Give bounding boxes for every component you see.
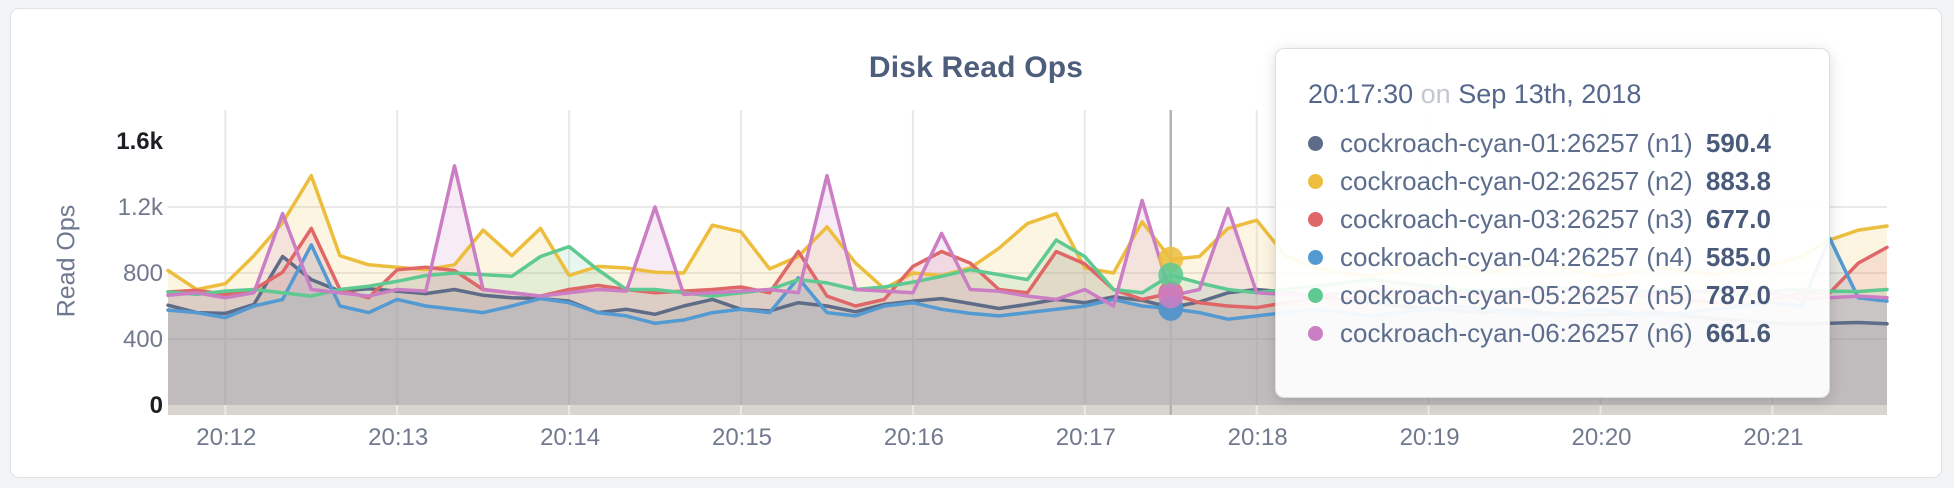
tooltip-series-value: 677.0 bbox=[1705, 203, 1771, 234]
tooltip-series-label: cockroach-cyan-02:26257 (n2) bbox=[1340, 165, 1693, 196]
tooltip-row: cockroach-cyan-04:26257 (n4) 585.0 bbox=[1306, 238, 1799, 276]
tooltip-row: cockroach-cyan-05:26257 (n5) 787.0 bbox=[1306, 276, 1799, 314]
hover-dot-n6 bbox=[1158, 283, 1184, 309]
series-color-dot-icon bbox=[1308, 211, 1323, 227]
y-tick-1.2k: 1.2k bbox=[117, 194, 163, 221]
x-tick-20:21: 20:21 bbox=[1743, 424, 1804, 451]
x-tick-20:20: 20:20 bbox=[1571, 424, 1632, 451]
tooltip-series-label: cockroach-cyan-06:26257 (n6) bbox=[1340, 317, 1693, 348]
y-tick-0: 0 bbox=[149, 392, 163, 419]
tooltip-series-label: cockroach-cyan-01:26257 (n1) bbox=[1340, 127, 1693, 158]
x-tick-20:16: 20:16 bbox=[883, 424, 944, 451]
hover-dot-n5 bbox=[1158, 262, 1184, 288]
y-tick-400: 400 bbox=[122, 326, 163, 353]
tooltip-row: cockroach-cyan-03:26257 (n3) 677.0 bbox=[1306, 200, 1799, 238]
tooltip-row: cockroach-cyan-02:26257 (n2) 883.8 bbox=[1306, 162, 1799, 200]
chart-title: Disk Read Ops bbox=[868, 51, 1084, 84]
tooltip-series-value: 661.6 bbox=[1705, 317, 1771, 348]
x-axis-strip bbox=[168, 405, 1887, 415]
tooltip-series-value: 585.0 bbox=[1705, 241, 1771, 272]
tooltip-series-value: 787.0 bbox=[1705, 279, 1771, 310]
tooltip-series-label: cockroach-cyan-03:26257 (n3) bbox=[1340, 203, 1693, 234]
series-color-dot-icon bbox=[1308, 287, 1323, 303]
x-tick-20:14: 20:14 bbox=[540, 424, 601, 451]
x-tick-20:13: 20:13 bbox=[368, 424, 429, 451]
tooltip-date: Sep 13th, 2018 bbox=[1458, 79, 1642, 109]
series-color-dot-icon bbox=[1308, 249, 1323, 265]
series-color-dot-icon bbox=[1308, 135, 1323, 151]
tooltip-series-value: 590.4 bbox=[1705, 127, 1771, 158]
x-tick-20:19: 20:19 bbox=[1399, 424, 1460, 451]
series-color-dot-icon bbox=[1308, 325, 1323, 341]
x-tick-20:12: 20:12 bbox=[196, 424, 257, 451]
x-tick-20:15: 20:15 bbox=[711, 424, 773, 451]
tooltip-row: cockroach-cyan-01:26257 (n1) 590.4 bbox=[1306, 124, 1799, 162]
tooltip-time: 20:17:30 bbox=[1308, 79, 1414, 109]
tooltip-series-label: cockroach-cyan-04:26257 (n4) bbox=[1340, 241, 1693, 272]
tooltip-timestamp: 20:17:30 on Sep 13th, 2018 bbox=[1308, 79, 1799, 110]
series-color-dot-icon bbox=[1308, 173, 1323, 189]
y-tick-800: 800 bbox=[122, 260, 163, 287]
tooltip-series-value: 883.8 bbox=[1705, 165, 1771, 196]
hover-tooltip: 20:17:30 on Sep 13th, 2018 cockroach-cya… bbox=[1275, 48, 1830, 398]
tooltip-rows: cockroach-cyan-01:26257 (n1) 590.4 cockroa… bbox=[1306, 124, 1799, 352]
y-tick-1.6k: 1.6k bbox=[116, 128, 163, 155]
tooltip-series-label: cockroach-cyan-05:26257 (n5) bbox=[1340, 279, 1693, 310]
tooltip-conjunction: on bbox=[1420, 79, 1451, 109]
x-tick-20:18: 20:18 bbox=[1227, 424, 1288, 451]
tooltip-row: cockroach-cyan-06:26257 (n6) 661.6 bbox=[1306, 314, 1799, 352]
x-tick-20:17: 20:17 bbox=[1055, 424, 1116, 451]
